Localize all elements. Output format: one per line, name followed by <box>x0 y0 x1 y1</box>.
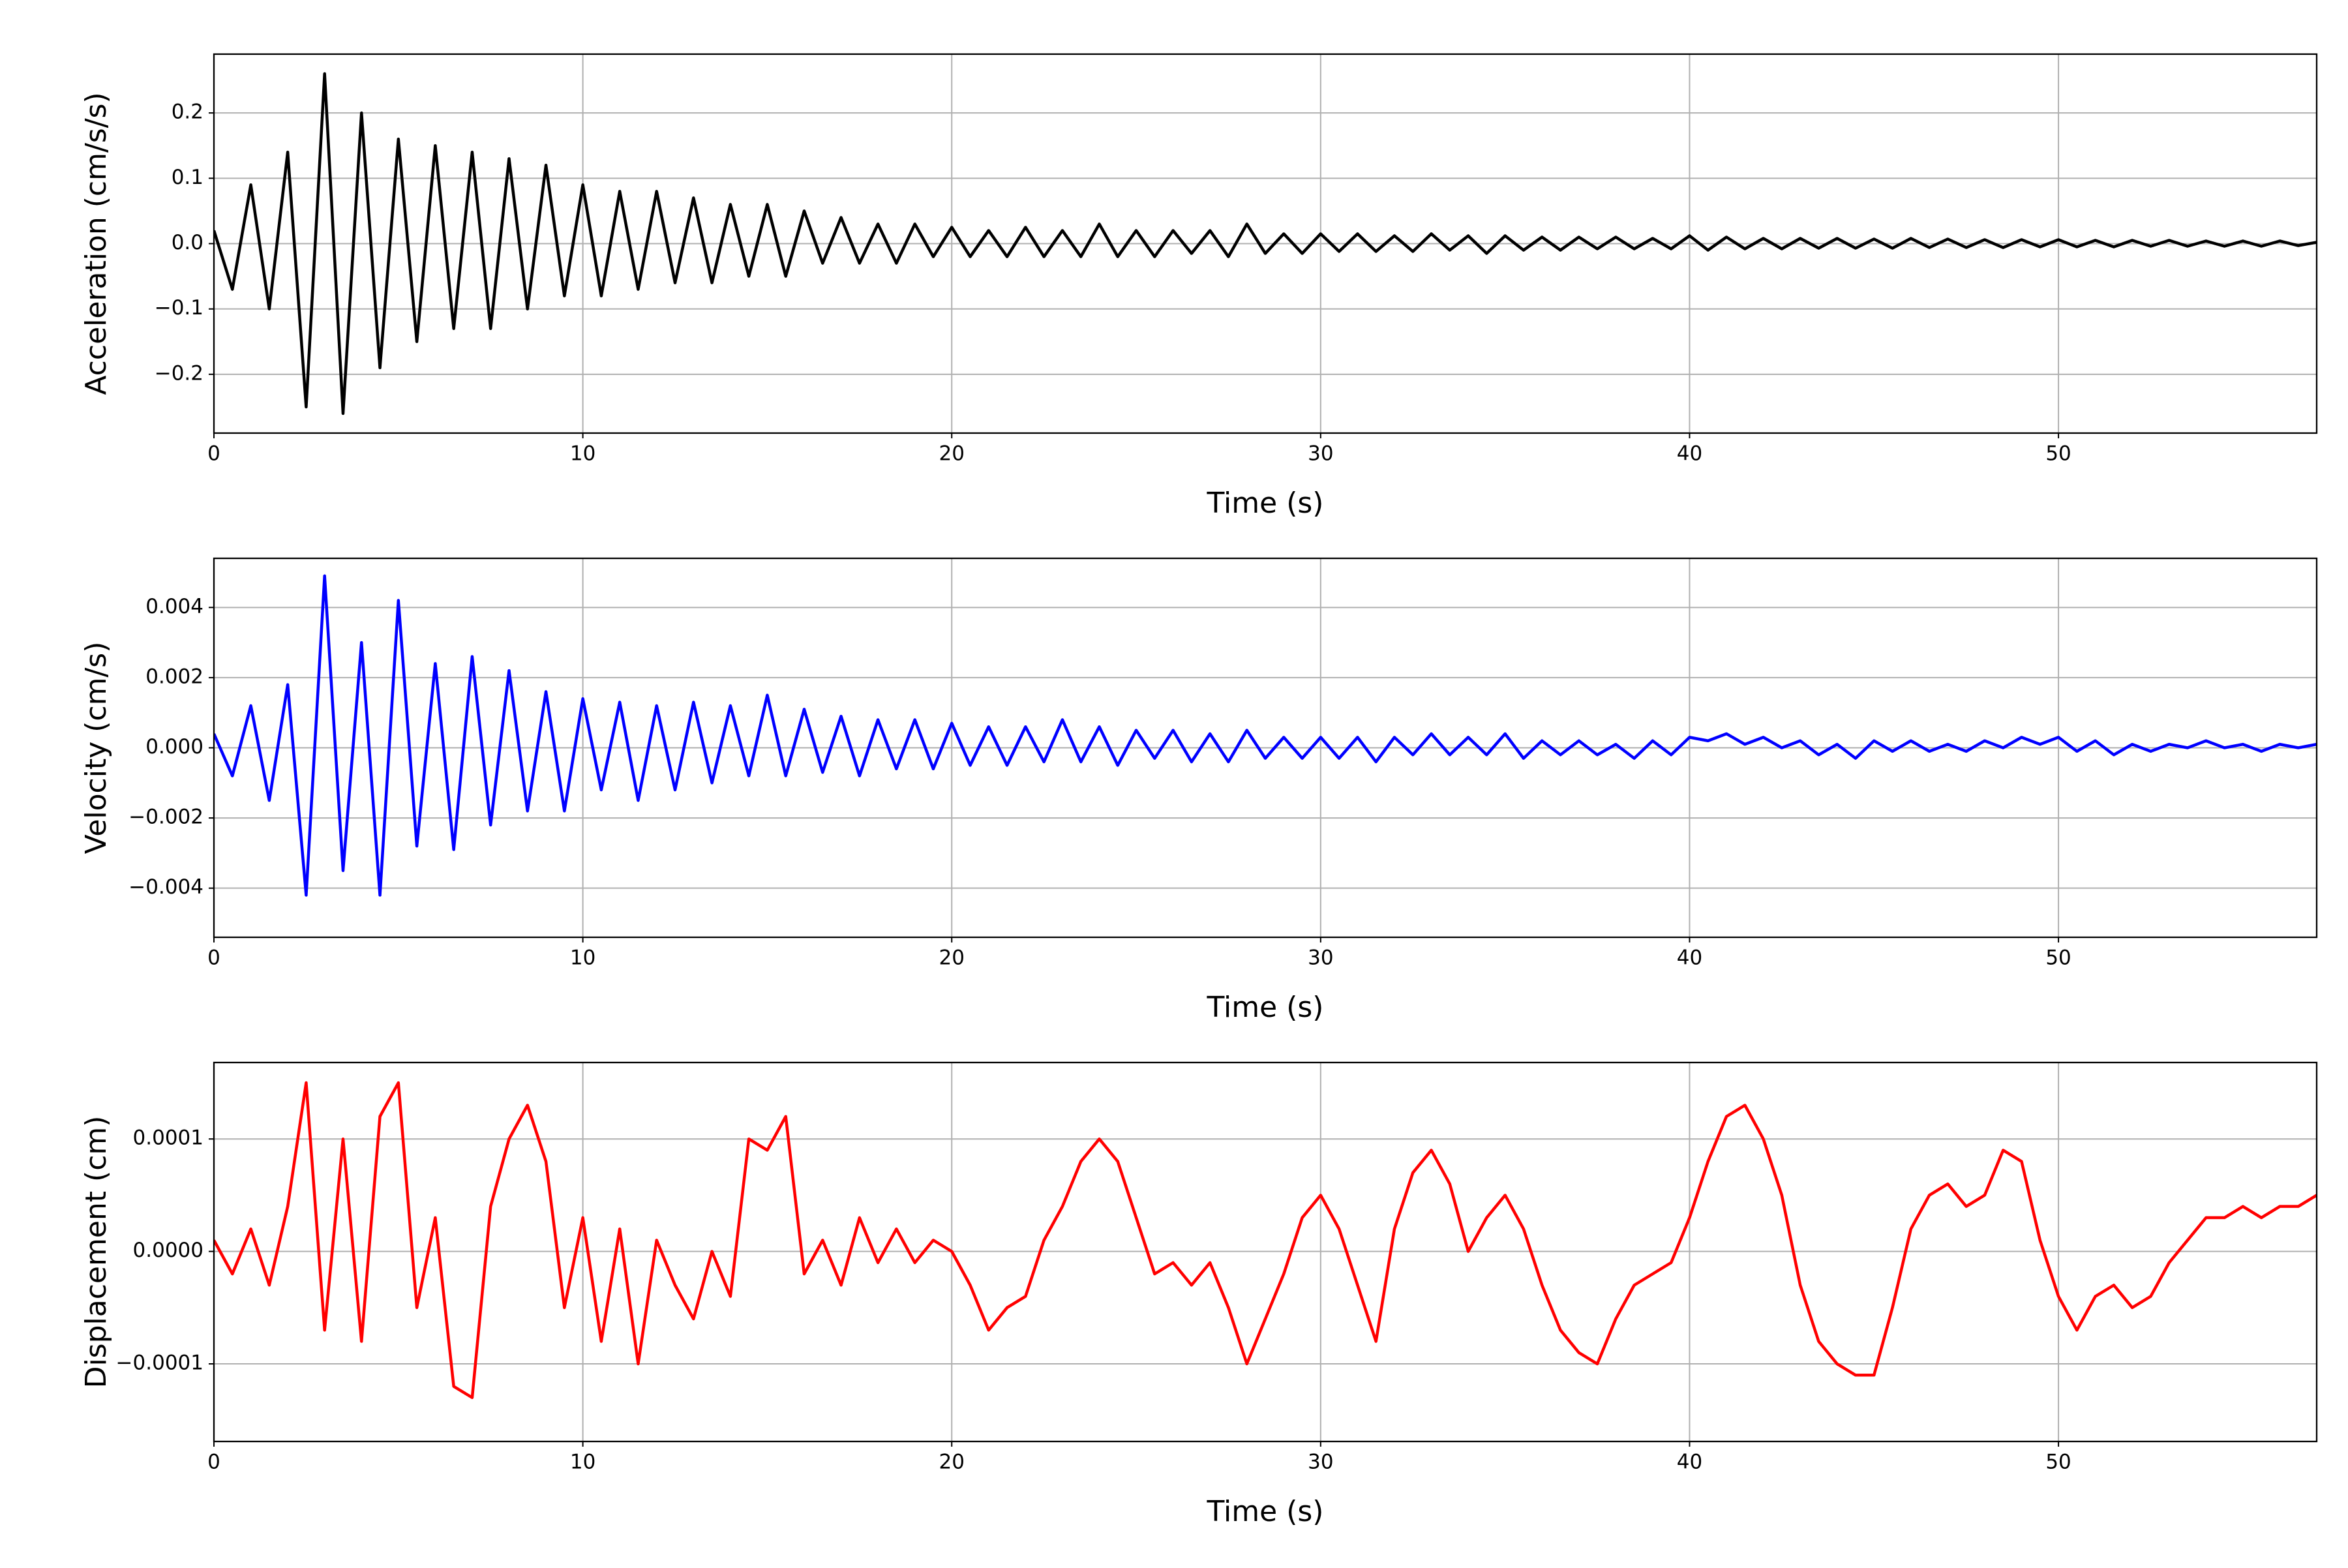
plot-frame <box>213 1061 2318 1443</box>
plot-frame <box>213 53 2318 434</box>
x-tick-label: 30 <box>1308 1451 1333 1474</box>
x-tick-label: 0 <box>207 1451 220 1474</box>
x-tick-label: 50 <box>2045 1451 2071 1474</box>
data-line <box>214 1081 2317 1400</box>
x-axis-label: Time (s) <box>1207 1495 1324 1528</box>
y-tick-label: 0.0000 <box>133 1239 203 1262</box>
y-tick-label: 0.004 <box>145 595 203 618</box>
data-line <box>214 72 2317 415</box>
x-axis-label: Time (s) <box>1207 991 1324 1024</box>
x-tick-label: 50 <box>2045 442 2071 466</box>
x-tick-label: 0 <box>207 442 220 466</box>
y-tick-label: 0.1 <box>172 166 203 189</box>
y-axis-label: Displacement (cm) <box>80 1116 113 1389</box>
y-tick-label: 0.002 <box>145 665 203 688</box>
y-axis-label: Velocity (cm/s) <box>80 642 113 854</box>
x-tick-label: 10 <box>570 946 595 970</box>
x-tick-label: 0 <box>207 946 220 970</box>
y-tick-label: 0.0001 <box>133 1126 203 1150</box>
data-line <box>214 574 2317 897</box>
y-tick-label: 0.0 <box>172 231 203 254</box>
x-tick-label: 40 <box>1677 442 1702 466</box>
y-tick-label: −0.004 <box>128 875 203 899</box>
x-tick-label: 40 <box>1677 1451 1702 1474</box>
x-tick-label: 40 <box>1677 946 1702 970</box>
y-axis-label: Acceleration (cm/s/s) <box>80 92 113 395</box>
y-tick-label: 0.000 <box>145 735 203 759</box>
plot-frame <box>213 557 2318 939</box>
x-tick-label: 50 <box>2045 946 2071 970</box>
x-tick-label: 20 <box>939 1451 965 1474</box>
y-tick-label: −0.002 <box>128 806 203 829</box>
x-axis-label: Time (s) <box>1207 487 1324 520</box>
y-tick-label: −0.2 <box>155 361 203 385</box>
x-tick-label: 10 <box>570 1451 595 1474</box>
x-tick-label: 10 <box>570 442 595 466</box>
y-tick-label: 0.2 <box>172 100 203 124</box>
x-tick-label: 20 <box>939 946 965 970</box>
x-tick-label: 30 <box>1308 442 1333 466</box>
y-tick-label: −0.0001 <box>116 1351 203 1375</box>
x-tick-label: 20 <box>939 442 965 466</box>
y-tick-label: −0.1 <box>155 296 203 320</box>
x-tick-label: 30 <box>1308 946 1333 970</box>
